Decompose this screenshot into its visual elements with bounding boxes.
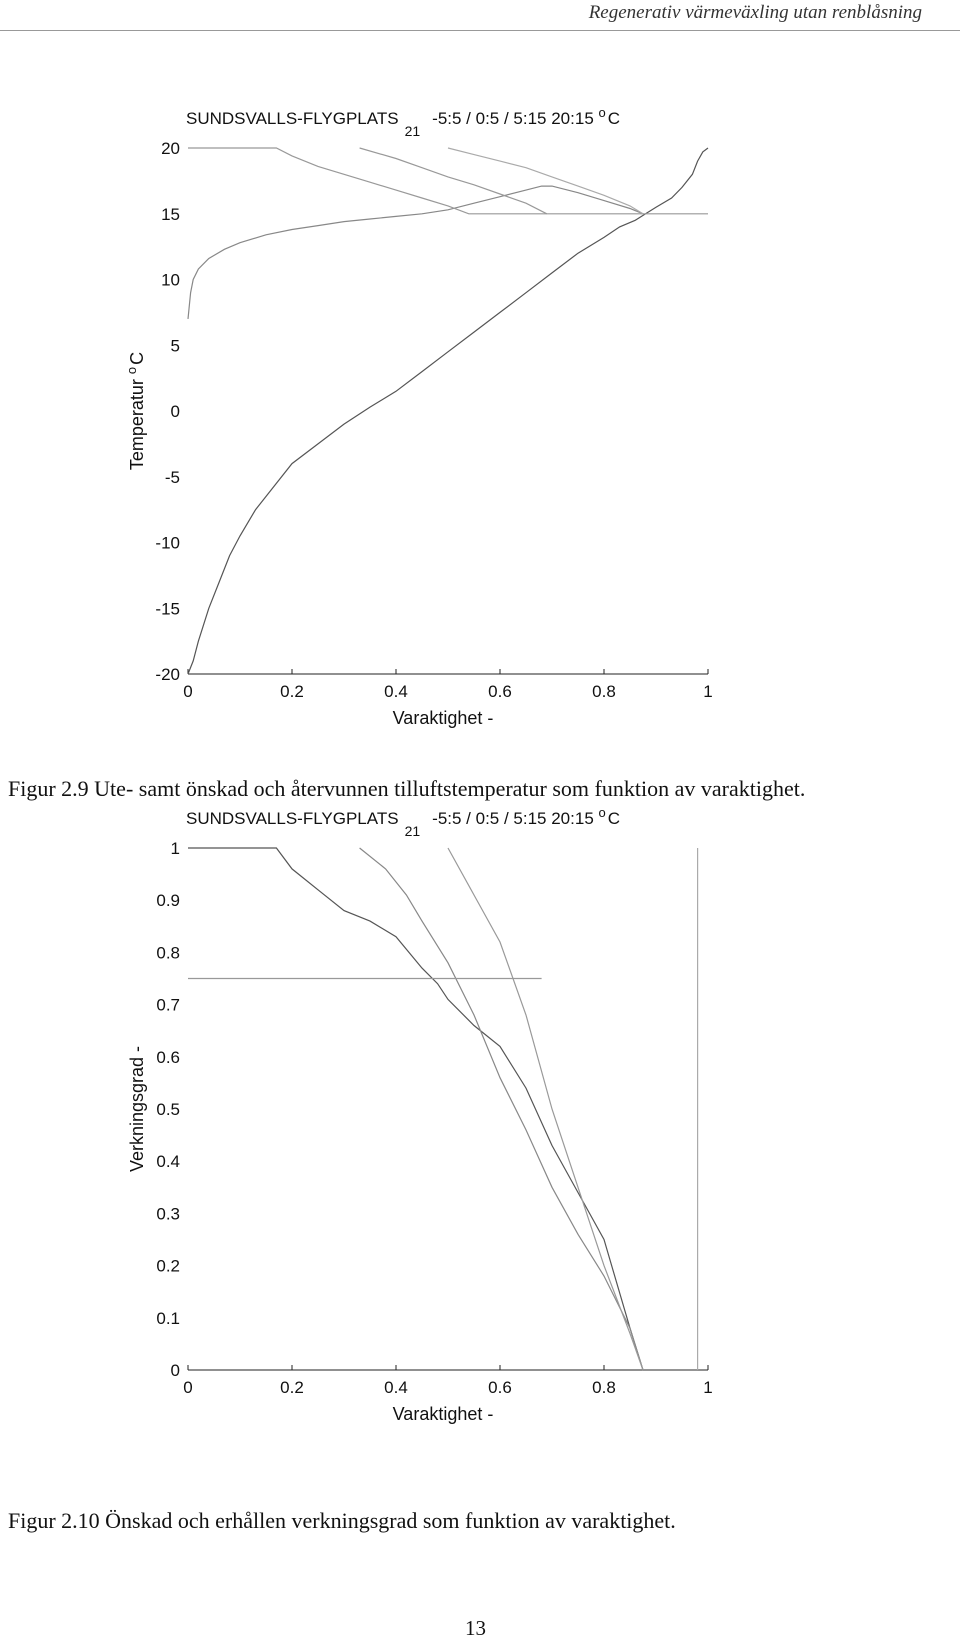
- y-tick-label: 0: [171, 402, 180, 421]
- x-tick-label: 0.2: [280, 682, 304, 701]
- series-line-5: [447, 147, 644, 215]
- y-tick-label: 20: [161, 139, 180, 158]
- y-axis-label: Verkningsgrad -: [127, 1046, 147, 1172]
- x-tick-label: 0.4: [384, 1378, 408, 1397]
- series-line-2: [359, 847, 644, 1371]
- header-rule: [0, 30, 960, 31]
- y-axis-label: Temperatur oC: [124, 352, 147, 470]
- x-tick-label: 0: [183, 682, 192, 701]
- series-line-3: [188, 147, 708, 215]
- chart-title: SUNDSVALLS-FLYGPLATS21-5:5 / 0:5 / 5:15 …: [186, 105, 620, 139]
- page-number: 13: [465, 1616, 486, 1640]
- x-tick-label: 0.8: [592, 682, 616, 701]
- x-tick-label: 0.4: [384, 682, 408, 701]
- y-tick-label: 0: [171, 1361, 180, 1380]
- y-tick-label: 0.7: [156, 996, 180, 1015]
- efficiency-chart: 0 0.2 0.4 0.6 0.8 1 1 0.9 0.8 0.7 0.6 0.5 0.4 0.3 0.2 0…: [127, 805, 713, 1424]
- temperature-chart: 0 0.2 0.4 0.6 0.8 1 20 15 10 5 0 -5 -10 -15 -20 SUNDSVA…: [124, 105, 713, 728]
- y-tick-label: 0.4: [156, 1152, 180, 1171]
- series-line-1: [187, 147, 709, 675]
- x-axis-label: Varaktighet -: [393, 708, 494, 728]
- y-tick-label: 10: [161, 271, 180, 290]
- y-tick-label: 1: [171, 839, 180, 858]
- y-tick-label: -5: [165, 468, 180, 487]
- y-tick-label: 15: [161, 205, 180, 224]
- figure-caption-2-9: Figur 2.9 Ute- samt önskad och återvunne…: [8, 776, 806, 801]
- y-tick-label: -10: [155, 534, 180, 553]
- x-tick-label: 0.6: [488, 682, 512, 701]
- series-line-3: [447, 847, 644, 1371]
- x-tick-label: 0.6: [488, 1378, 512, 1397]
- y-tick-label: -15: [155, 599, 180, 618]
- y-tick-label: 0.3: [156, 1204, 180, 1223]
- running-header: Regenerativ värmeväxling utan renblåsnin…: [588, 2, 922, 23]
- x-tick-label: 1: [703, 1378, 712, 1397]
- y-tick-label: 0.8: [156, 943, 180, 962]
- y-tick-label: 0.5: [156, 1100, 180, 1119]
- y-tick-label: 0.6: [156, 1048, 180, 1067]
- y-tick-label: -20: [155, 665, 180, 684]
- x-tick-label: 0: [183, 1378, 192, 1397]
- y-tick-label: 5: [171, 336, 180, 355]
- series-line-4: [359, 147, 548, 215]
- series-line-2: [187, 185, 644, 319]
- y-tick-label: 0.2: [156, 1257, 180, 1276]
- x-axis-label: Varaktighet -: [393, 1404, 494, 1424]
- figure-caption-2-10: Figur 2.10 Önskad och erhållen verknings…: [8, 1508, 676, 1533]
- x-tick-label: 0.8: [592, 1378, 616, 1397]
- series-line-1: [188, 847, 698, 1371]
- x-tick-label: 1: [703, 682, 712, 701]
- chart-title: SUNDSVALLS-FLYGPLATS21-5:5 / 0:5 / 5:15 …: [186, 805, 620, 839]
- y-tick-label: 0.9: [156, 891, 180, 910]
- y-tick-label: 0.1: [156, 1309, 180, 1328]
- x-tick-label: 0.2: [280, 1378, 304, 1397]
